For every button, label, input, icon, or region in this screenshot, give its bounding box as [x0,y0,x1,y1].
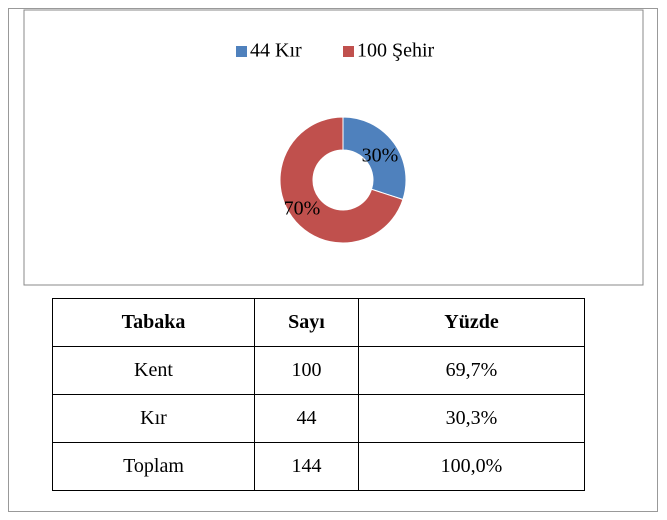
table: Tabaka Sayı Yüzde Kent 100 69,7% Kır 44 30,3… [52,298,585,491]
legend-swatch [236,46,247,57]
cell: 30,3% [358,394,585,443]
cell: Kent [52,346,255,395]
cell: Toplam [52,442,255,491]
cell: Kır [52,394,255,443]
header-cell: Yüzde [358,298,585,347]
donut-slice [279,116,404,244]
data-label: 30% [362,145,399,167]
cell: 69,7% [358,346,585,395]
header-cell: Sayı [254,298,359,347]
row: Kent 100 69,7% [52,346,585,395]
chart-border [23,9,644,286]
header-row: Tabaka Sayı Yüzde [52,298,585,347]
legend-label: 44 Kır [250,40,302,62]
row: Kır 44 30,3% [52,394,585,443]
cell: 100,0% [358,442,585,491]
cell: 44 [254,394,359,443]
row: Toplam 144 100,0% [52,442,585,491]
data-label: 70% [284,198,321,220]
cell: 144 [254,442,359,491]
legend-swatch [343,46,354,57]
frame [8,8,658,512]
cell: 100 [254,346,359,395]
legend-label: 100 Şehir [357,40,435,62]
header-cell: Tabaka [52,298,255,347]
donut-slice [342,116,407,201]
